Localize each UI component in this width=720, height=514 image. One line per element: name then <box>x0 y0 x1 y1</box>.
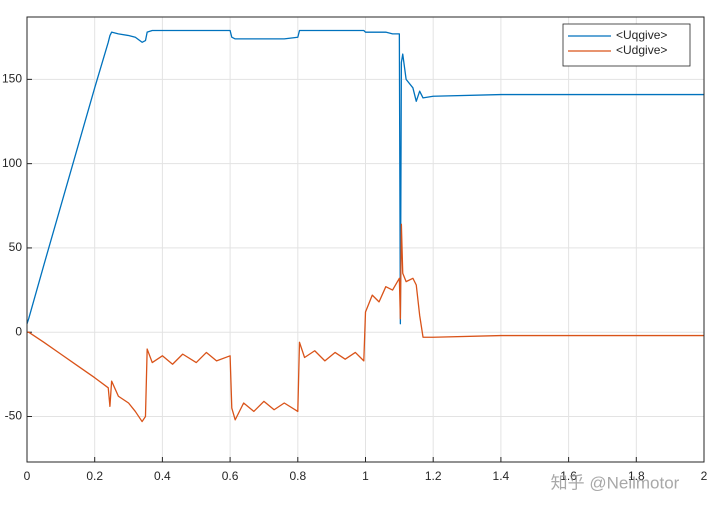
x-tick-label: 1.6 <box>560 469 577 483</box>
data-line <box>27 223 704 423</box>
y-tick-label: -50 <box>5 409 23 423</box>
legend-label: <Udgive> <box>616 43 667 57</box>
legend-box <box>562 23 691 67</box>
y-tick-label: 50 <box>9 240 23 254</box>
plot <box>26 29 704 423</box>
watermark: 知乎 @Neilmotor <box>551 473 680 492</box>
y-tick-label: 150 <box>2 72 22 86</box>
x-tick-label: 1.8 <box>628 469 645 483</box>
x-tick-label: 1.2 <box>425 469 442 483</box>
y-tick-label: 0 <box>15 324 22 338</box>
x-tick-label: 1 <box>362 469 369 483</box>
x-tick-label: 0 <box>24 469 31 483</box>
x-tick-label: 0.6 <box>222 469 239 483</box>
x-tick-label: 0.4 <box>154 469 171 483</box>
y-tick-label: 100 <box>2 156 22 170</box>
x-tick-label: 0.2 <box>86 469 103 483</box>
legend: <Uqgive><Udgive> <box>562 23 691 67</box>
legend-label: <Uqgive> <box>616 28 667 42</box>
data-line <box>26 29 704 325</box>
x-tick-label: 1.4 <box>493 469 510 483</box>
x-tick-label: 2 <box>701 469 708 483</box>
x-tick-label: 0.8 <box>289 469 306 483</box>
axes-box <box>26 16 705 463</box>
